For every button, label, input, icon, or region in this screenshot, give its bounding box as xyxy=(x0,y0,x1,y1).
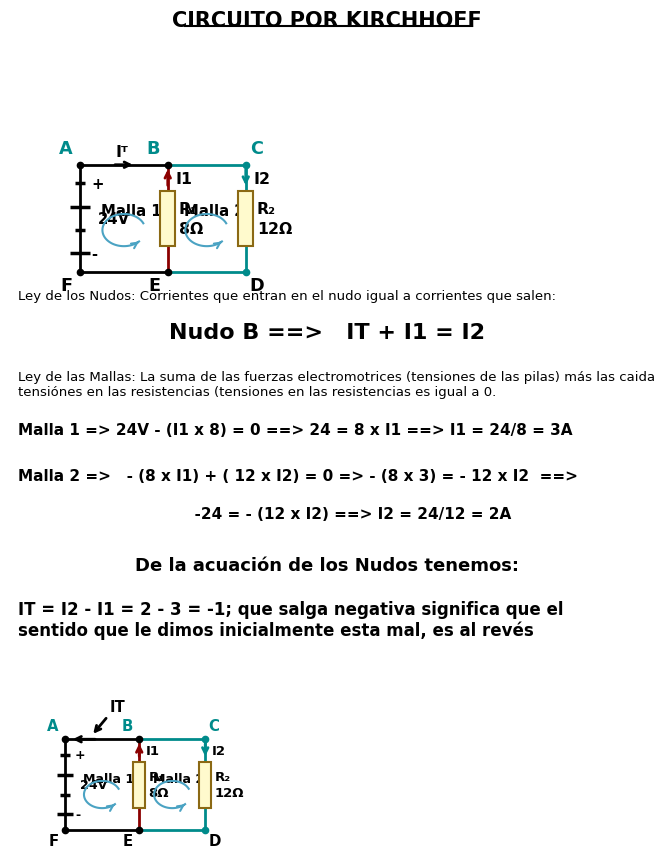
Text: Malla 2: Malla 2 xyxy=(184,204,245,219)
Text: I1: I1 xyxy=(146,745,160,757)
Bar xyxy=(160,192,175,246)
Bar xyxy=(199,762,211,808)
Text: 24V: 24V xyxy=(97,211,129,227)
Text: Iᵀ: Iᵀ xyxy=(116,145,128,159)
Text: I2: I2 xyxy=(212,745,226,757)
Text: C: C xyxy=(209,717,220,733)
Text: I1: I1 xyxy=(175,172,192,187)
Text: I2: I2 xyxy=(254,172,271,187)
Text: E: E xyxy=(148,277,160,295)
Text: De la acuación de los Nudos tenemos:: De la acuación de los Nudos tenemos: xyxy=(135,556,519,574)
Text: C: C xyxy=(250,140,263,158)
Text: CIRCUITO POR KIRCHHOFF: CIRCUITO POR KIRCHHOFF xyxy=(172,11,482,31)
Text: Malla 2: Malla 2 xyxy=(153,772,205,785)
Text: F: F xyxy=(48,833,58,849)
Text: Malla 2 =>   - (8 x I1) + ( 12 x I2) = 0 => - (8 x 3) = - 12 x I2  ==>: Malla 2 => - (8 x I1) + ( 12 x I2) = 0 =… xyxy=(18,469,578,483)
Text: A: A xyxy=(47,717,58,733)
Text: Malla 1: Malla 1 xyxy=(83,772,134,785)
Text: R₂: R₂ xyxy=(257,202,276,216)
Text: -: - xyxy=(75,808,80,820)
Text: Malla 1 => 24V - (I1 x 8) = 0 ==> 24 = 8 x I1 ==> I1 = 24/8 = 3A: Malla 1 => 24V - (I1 x 8) = 0 ==> 24 = 8… xyxy=(18,423,572,437)
Text: B: B xyxy=(146,140,160,158)
Text: 12Ω: 12Ω xyxy=(215,786,244,799)
Text: Malla 1: Malla 1 xyxy=(101,204,162,219)
Text: D: D xyxy=(250,277,264,295)
Text: Nudo B ==>   IT + I1 = I2: Nudo B ==> IT + I1 = I2 xyxy=(169,323,485,343)
Text: Ley de las Mallas: La suma de las fuerzas electromotrices (tensiones de las pila: Ley de las Mallas: La suma de las fuerza… xyxy=(18,371,654,399)
Text: R₁: R₁ xyxy=(148,770,165,783)
Text: +: + xyxy=(75,749,86,762)
Text: E: E xyxy=(122,833,133,849)
Text: +: + xyxy=(92,176,104,192)
Text: Ley de los Nudos: Corrientes que entran en el nudo igual a corrientes que salen:: Ley de los Nudos: Corrientes que entran … xyxy=(18,290,556,302)
Text: -: - xyxy=(92,247,97,262)
Bar xyxy=(133,762,145,808)
Text: B: B xyxy=(122,717,133,733)
Text: R₂: R₂ xyxy=(215,770,231,783)
Text: IT: IT xyxy=(110,699,126,715)
Text: 12Ω: 12Ω xyxy=(257,222,292,236)
Text: A: A xyxy=(59,140,72,158)
Text: 8Ω: 8Ω xyxy=(148,786,169,799)
Text: F: F xyxy=(60,277,72,295)
Text: IT = I2 - I1 = 2 - 3 = -1; que salga negativa significa que el
sentido que le di: IT = I2 - I1 = 2 - 3 = -1; que salga neg… xyxy=(18,601,564,640)
Text: R₁: R₁ xyxy=(179,202,198,216)
Text: 24V: 24V xyxy=(80,778,107,792)
Text: D: D xyxy=(209,833,221,849)
Bar xyxy=(239,192,253,246)
Text: 8Ω: 8Ω xyxy=(179,222,203,236)
Text: -24 = - (12 x I2) ==> I2 = 24/12 = 2A: -24 = - (12 x I2) ==> I2 = 24/12 = 2A xyxy=(100,506,511,521)
